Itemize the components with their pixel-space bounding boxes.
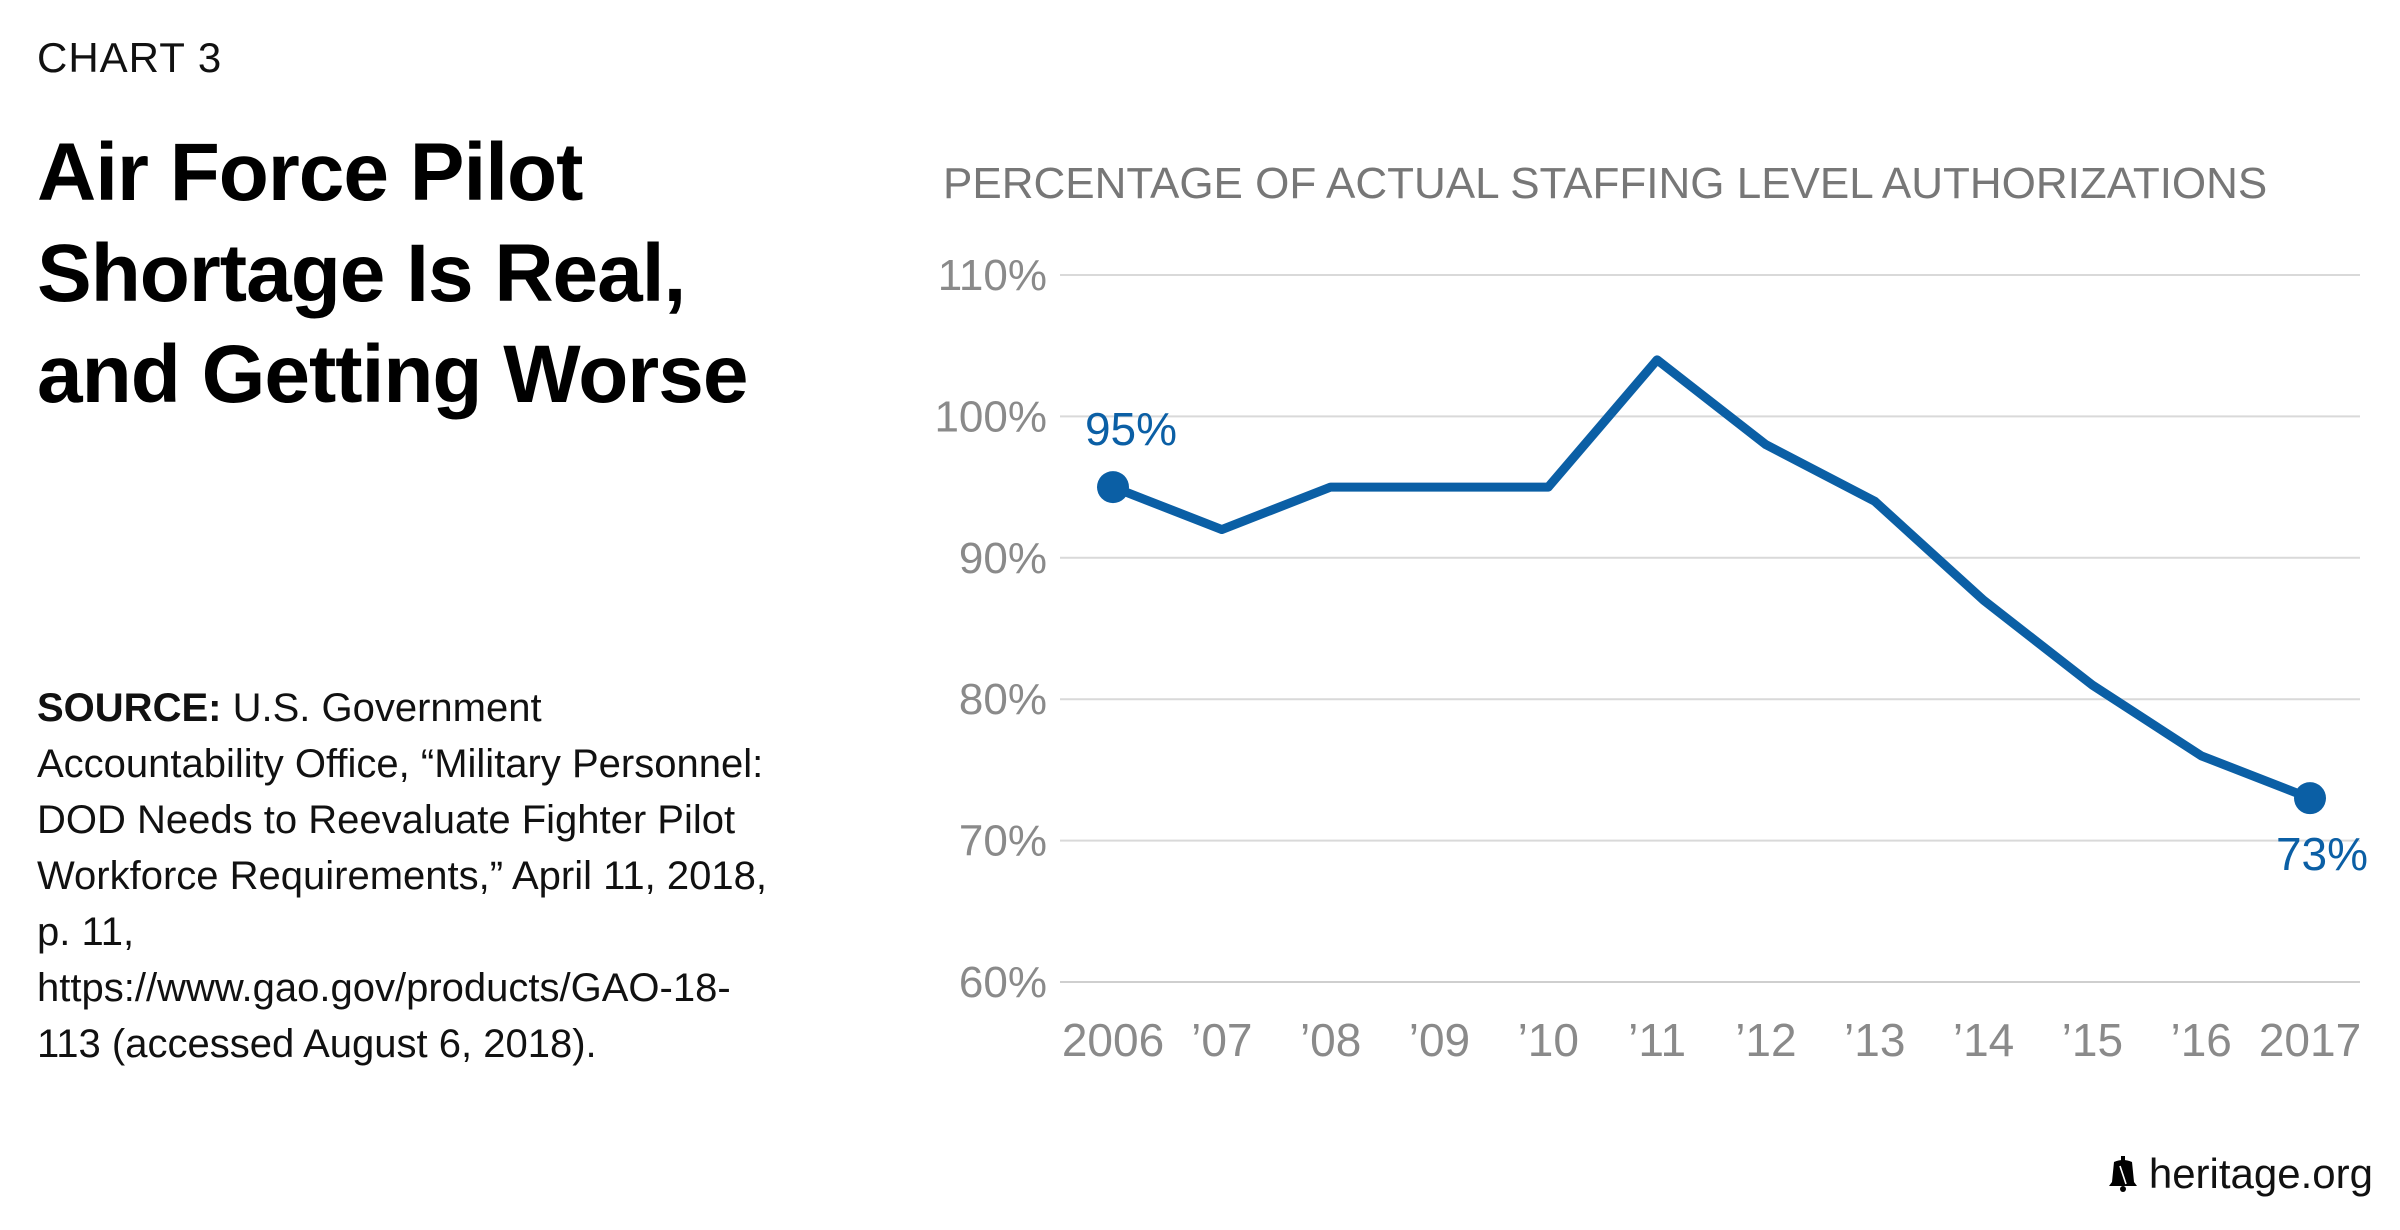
grid-lines	[1060, 274, 2360, 983]
x-axis-ticks: 2006 ’07 ’08 ’09 ’10 ’11 ’12 ’13 ’14 ’15 ’16 2017	[1062, 1014, 2361, 1066]
source-note: SOURCE: U.S. Government Accountability O…	[37, 680, 767, 1072]
data-label: 73%	[2276, 828, 2368, 880]
y-tick-label: 90%	[959, 534, 1047, 583]
y-tick-label: 70%	[959, 817, 1047, 866]
chart-title: Air Force Pilot Shortage Is Real, and Ge…	[37, 127, 748, 420]
series-layer	[1108, 355, 2315, 803]
plot-title: PERCENTAGE OF ACTUAL STAFFING LEVEL AUTH…	[943, 159, 2267, 208]
x-tick-label: ’08	[1300, 1014, 1361, 1066]
x-tick-label: 2006	[1062, 1014, 1164, 1066]
x-tick-label: ’13	[1844, 1014, 1905, 1066]
source-label: SOURCE:	[37, 686, 222, 730]
y-tick-label: 60%	[959, 958, 1047, 1007]
annotations: 95% 73%	[1085, 403, 2368, 880]
footer-brand: heritage.org	[2107, 1150, 2373, 1198]
y-tick-label: 110%	[938, 251, 1047, 300]
y-tick-label: 80%	[959, 675, 1047, 724]
x-tick-label: ’16	[2170, 1014, 2231, 1066]
data-label: 95%	[1085, 403, 1177, 455]
x-tick-label: ’11	[1628, 1014, 1686, 1066]
x-tick-label: ’10	[1518, 1014, 1579, 1066]
x-tick-label: 2017	[2259, 1014, 2361, 1066]
source-text: U.S. Government Accountability Office, “…	[37, 686, 767, 1066]
x-tick-label: ’09	[1409, 1014, 1470, 1066]
liberty-bell-icon	[2108, 1156, 2137, 1192]
x-tick-label: ’14	[1953, 1014, 2014, 1066]
x-tick-label: ’15	[2062, 1014, 2123, 1066]
footer-brand-text: heritage.org	[2148, 1150, 2373, 1197]
data-point-marker	[1097, 471, 1129, 504]
y-tick-label: 100%	[934, 392, 1047, 441]
data-point-marker	[2294, 782, 2326, 815]
chart-number: CHART 3	[37, 34, 223, 81]
x-tick-label: ’12	[1735, 1014, 1796, 1066]
x-tick-label: ’07	[1191, 1014, 1252, 1066]
series-line	[1108, 355, 2315, 803]
y-axis-ticks: 60% 70% 80% 90% 100% 110%	[934, 251, 1047, 1007]
